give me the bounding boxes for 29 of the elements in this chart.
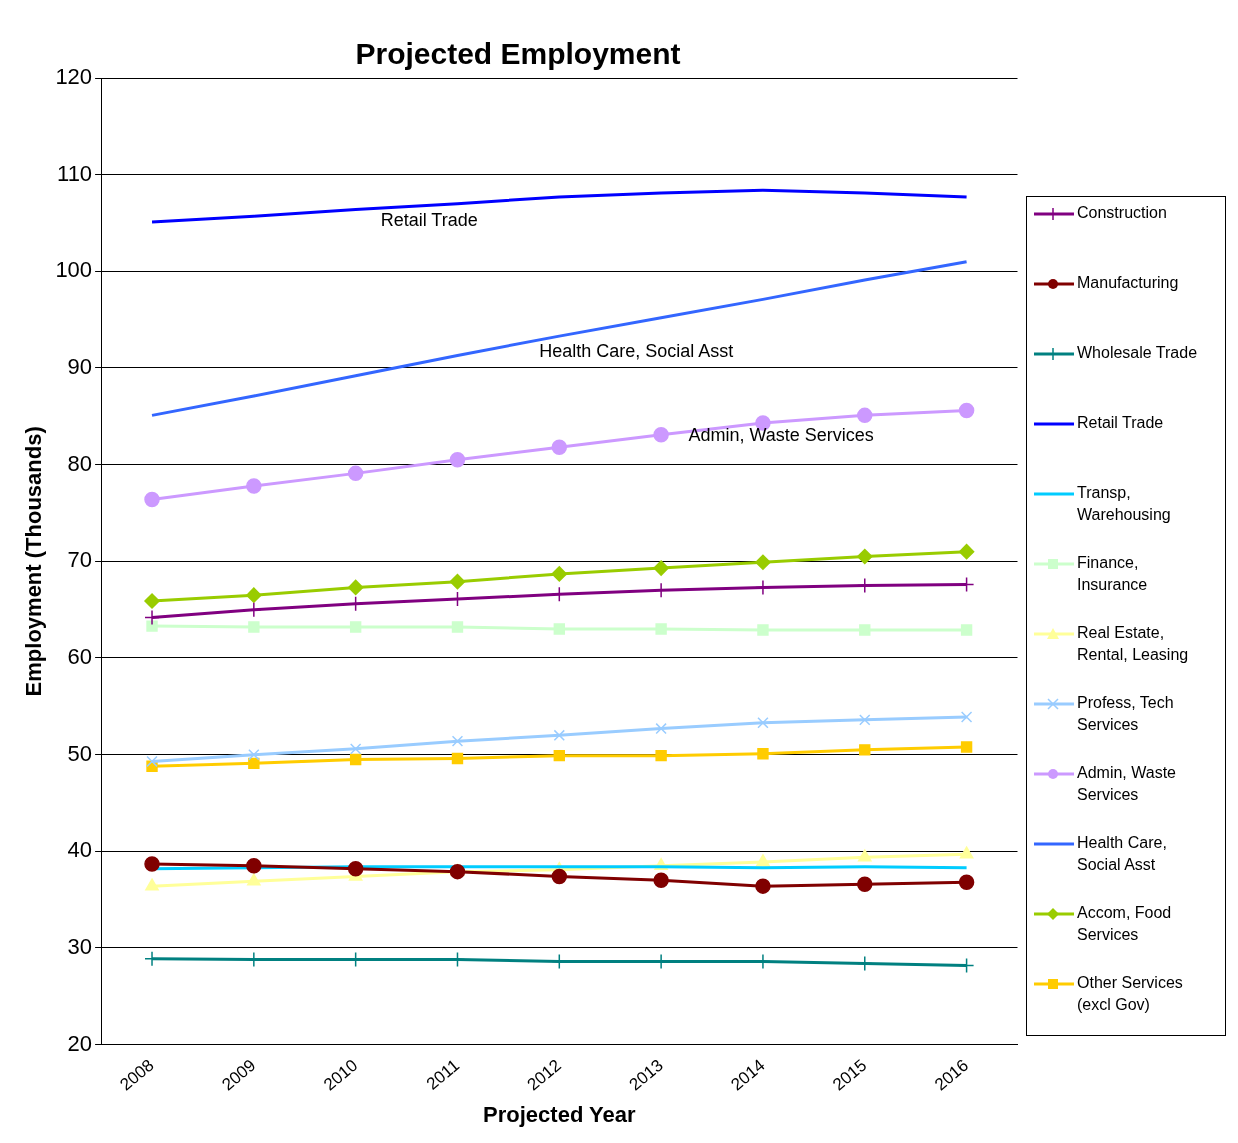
- y-tick-label: 60: [67, 644, 93, 670]
- legend-label: Accom, Food Services: [1077, 903, 1173, 945]
- legend-label: Finance, Insurance: [1077, 553, 1149, 595]
- legend-label: Wholesale Trade: [1077, 343, 1199, 363]
- legend-label: Real Estate, Rental, Leasing: [1077, 623, 1190, 665]
- y-tick-label: 30: [67, 934, 93, 960]
- annotation: Admin, Waste Services: [688, 424, 874, 445]
- annotation: Health Care, Social Asst: [539, 340, 734, 361]
- legend-label: Retail Trade: [1077, 413, 1165, 433]
- legend-label: Transp, Warehousing: [1077, 483, 1172, 525]
- y-tick-label: 50: [67, 740, 93, 766]
- y-tick-label: 100: [55, 257, 93, 283]
- x-axis-title: Projected Year: [483, 1101, 636, 1127]
- y-tick-label: 90: [67, 354, 93, 380]
- y-tick-label: 40: [67, 837, 93, 863]
- y-tick-label: 20: [67, 1030, 93, 1056]
- y-tick-label: 80: [67, 450, 93, 476]
- y-tick-label: 120: [55, 64, 93, 90]
- legend-label: Health Care, Social Asst: [1077, 833, 1168, 875]
- legend-label: Other Services (excl Gov): [1077, 973, 1184, 1015]
- annotation: Retail Trade: [380, 210, 478, 231]
- legend-label: Admin, Waste Services: [1077, 763, 1177, 805]
- legend-label: Construction: [1077, 203, 1168, 223]
- chart-title: Projected Employment: [355, 37, 681, 71]
- y-tick-label: 70: [67, 547, 93, 573]
- y-tick-label: 110: [57, 160, 93, 186]
- y-axis-title: Employment (Thousands): [21, 426, 47, 697]
- legend-label: Profess, Tech Services: [1077, 693, 1175, 735]
- legend-label: Manufacturing: [1077, 273, 1180, 293]
